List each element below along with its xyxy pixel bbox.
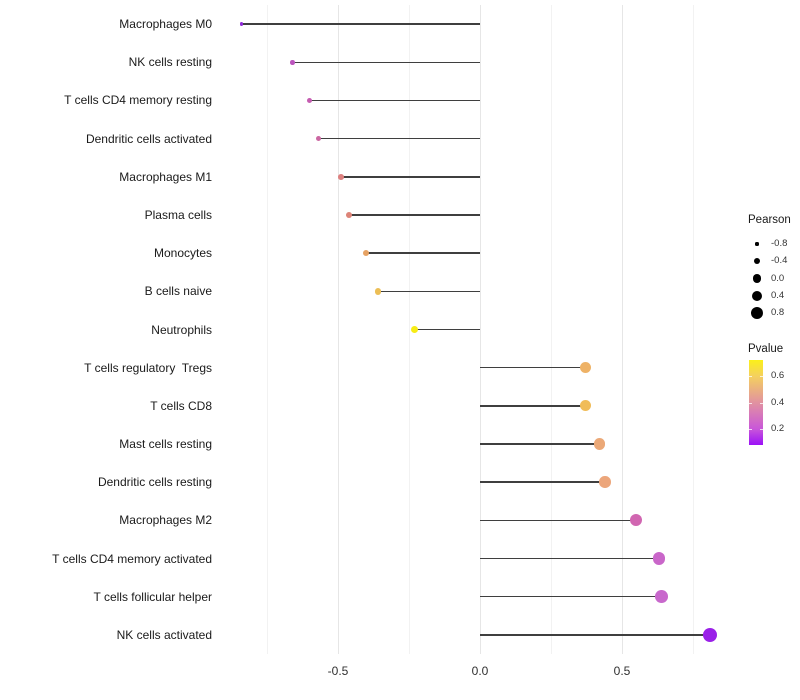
- category-label: T cells CD4 memory resting: [64, 93, 212, 108]
- data-point-dot: [346, 212, 353, 218]
- grid-major-line: [622, 5, 623, 654]
- grid-minor-line: [267, 5, 268, 654]
- lollipop-stem: [480, 557, 659, 560]
- size-legend-value: -0.4: [771, 255, 788, 267]
- data-point-dot: [410, 325, 419, 334]
- pvalue-legend-value: 0.2: [771, 423, 785, 434]
- data-point-dot: [374, 288, 381, 295]
- lollipop-stem: [480, 405, 586, 407]
- category-label: Dendritic cells activated: [85, 131, 212, 146]
- lollipop-stem: [414, 328, 480, 331]
- data-point-dot: [593, 438, 605, 450]
- pvalue-bar-tick: [749, 429, 752, 430]
- category-label: Plasma cells: [144, 207, 212, 222]
- lollipop-stem: [480, 366, 586, 369]
- lollipop-stem: [309, 99, 480, 102]
- x-tick-label: -0.5: [327, 664, 349, 678]
- data-point-dot: [239, 22, 244, 26]
- grid-minor-line: [551, 5, 552, 654]
- data-point-dot: [363, 250, 370, 257]
- data-point-dot: [630, 514, 643, 527]
- category-label: Macrophages M0: [119, 17, 212, 32]
- pvalue-legend-value: 0.4: [771, 396, 785, 408]
- category-label: T cells regulatory Tregs: [84, 360, 212, 375]
- grid-major-line: [480, 5, 481, 654]
- category-label: Dendritic cells resting: [97, 475, 212, 490]
- data-point-dot: [655, 590, 669, 604]
- size-legend-value: 0.0: [771, 272, 785, 284]
- size-legend-value: -0.8: [771, 238, 788, 249]
- size-legend-value: 0.4: [771, 289, 785, 301]
- lollipop-stem: [366, 252, 480, 254]
- category-label: Monocytes: [153, 246, 212, 261]
- category-label: NK cells activated: [116, 627, 212, 642]
- pvalue-bar-tick: [760, 402, 763, 404]
- lollipop-stem: [349, 214, 480, 216]
- lollipop-stem: [292, 61, 480, 63]
- size-legend-dot: [751, 307, 763, 320]
- lollipop-stem: [377, 290, 480, 293]
- pvalue-gradient-bar: [749, 360, 763, 445]
- lollipop-stem: [480, 634, 711, 636]
- category-label: Macrophages M2: [119, 513, 212, 528]
- pvalue-bar-tick: [749, 376, 752, 377]
- pvalue-bar-tick: [760, 429, 763, 430]
- pvalue-bar-tick: [760, 376, 763, 377]
- size-legend-dot: [752, 274, 762, 283]
- data-point-dot: [599, 476, 611, 488]
- size-legend-value: 0.8: [771, 307, 785, 319]
- lollipop-stem: [480, 595, 662, 598]
- data-point-dot: [307, 97, 313, 103]
- grid-major-line: [338, 5, 339, 654]
- lollipop-stem: [340, 176, 480, 178]
- x-tick-label: 0.0: [471, 664, 489, 678]
- category-label: T cells CD4 memory activated: [52, 551, 212, 566]
- size-legend-dot: [755, 242, 759, 246]
- data-point-dot: [703, 627, 718, 642]
- x-tick-label: 0.5: [613, 664, 631, 678]
- category-label: B cells naive: [144, 284, 212, 299]
- pvalue-bar-tick: [749, 402, 752, 404]
- category-label: Neutrophils: [151, 322, 212, 337]
- data-point-dot: [579, 362, 591, 374]
- lollipop-stem: [480, 481, 605, 483]
- size-legend-dot: [753, 258, 761, 265]
- lollipop-stem: [318, 137, 480, 140]
- grid-minor-line: [693, 5, 694, 654]
- size-legend-title: Pearson: [748, 214, 791, 226]
- pvalue-legend-value: 0.6: [771, 370, 785, 381]
- data-point-dot: [338, 173, 344, 180]
- lollipop-stem: [480, 443, 600, 445]
- category-label: Macrophages M1: [119, 169, 212, 184]
- category-label: T cells follicular helper: [93, 589, 213, 604]
- data-point-dot: [290, 59, 295, 65]
- color-legend-title: Pvalue: [748, 343, 784, 355]
- category-label: T cells CD8: [150, 398, 212, 413]
- lollipop-stem: [241, 23, 480, 25]
- size-legend-dot: [751, 290, 763, 302]
- data-point-dot: [315, 136, 321, 142]
- grid-minor-line: [409, 5, 410, 654]
- category-label: NK cells resting: [128, 55, 212, 70]
- data-point-dot: [579, 400, 591, 412]
- lollipop-stem: [480, 519, 637, 522]
- data-point-dot: [652, 552, 666, 565]
- category-label: Mast cells resting: [119, 437, 212, 452]
